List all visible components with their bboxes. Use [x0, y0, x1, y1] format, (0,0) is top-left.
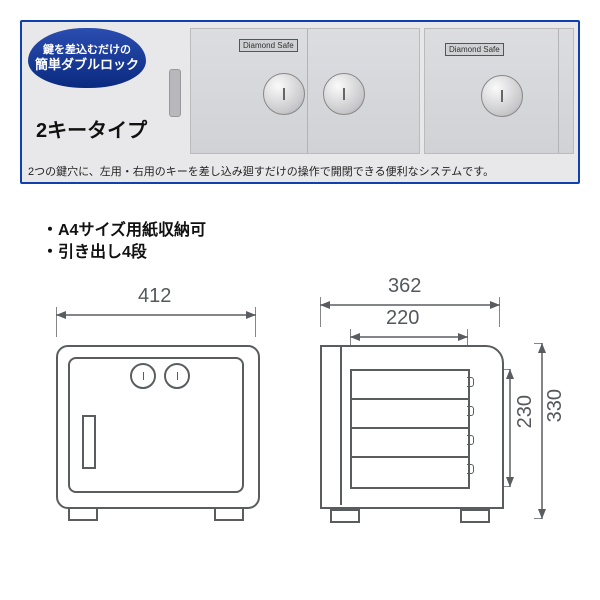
drawer-stack	[350, 369, 470, 489]
lock-dial-right-icon	[323, 73, 365, 115]
feature-item: ・A4サイズ用紙収納可	[42, 220, 580, 242]
drawer-4	[352, 458, 468, 487]
brand-plate: Diamond Safe	[239, 39, 298, 52]
handle	[169, 69, 181, 117]
pull-icon	[467, 464, 474, 474]
dim-width-side: 362	[388, 275, 421, 298]
arrow-inner-height	[502, 369, 520, 487]
dim-inner-width: 220	[386, 307, 419, 330]
drawer-1	[352, 371, 468, 400]
dimension-diagrams: 412 362 220 230 330	[20, 277, 580, 567]
product-photo-panel: 鍵を差込むだけの 簡単ダブルロック 2キータイプ Diamond Safe Di…	[20, 20, 580, 184]
photo-center: Diamond Safe	[190, 28, 420, 154]
foot-left	[330, 509, 360, 523]
panel-seam	[307, 29, 308, 153]
arrow-width-front	[56, 307, 256, 337]
front-view-drawing	[56, 345, 256, 519]
pull-icon	[467, 377, 474, 387]
drawer-3	[352, 429, 468, 458]
pull-icon	[467, 406, 474, 416]
foot-left	[68, 507, 98, 521]
front-handle	[82, 415, 96, 469]
lock-circle-icon	[130, 363, 156, 389]
foot-right	[214, 507, 244, 521]
front-locks	[130, 363, 190, 389]
foot-right	[460, 509, 490, 523]
side-door-line	[340, 345, 342, 505]
dim-width-front: 412	[138, 285, 171, 308]
arrow-height	[534, 343, 552, 519]
lock-circle-icon	[164, 363, 190, 389]
lock-dial-closeup-icon	[481, 75, 523, 117]
badge-line1: 鍵を差込むだけの	[43, 44, 131, 57]
pull-icon	[467, 435, 474, 445]
panel-seam-2	[558, 29, 573, 153]
feature-list: ・A4サイズ用紙収納可 ・引き出し4段	[42, 220, 580, 265]
feature-item: ・引き出し4段	[42, 242, 580, 264]
type-label: 2キータイプ	[36, 114, 147, 143]
lock-dial-left-icon	[263, 73, 305, 115]
photo-right: Diamond Safe	[424, 28, 574, 154]
side-view-drawing	[320, 345, 500, 521]
badge-line2: 簡単ダブルロック	[35, 57, 139, 73]
badge-double-lock: 鍵を差込むだけの 簡単ダブルロック	[28, 28, 146, 88]
brand-plate-2: Diamond Safe	[445, 43, 504, 56]
drawer-2	[352, 400, 468, 429]
panel-caption: 2つの鍵穴に、左用・右用のキーを差し込み廻すだけの操作で開閉できる便利なシステム…	[28, 163, 494, 179]
